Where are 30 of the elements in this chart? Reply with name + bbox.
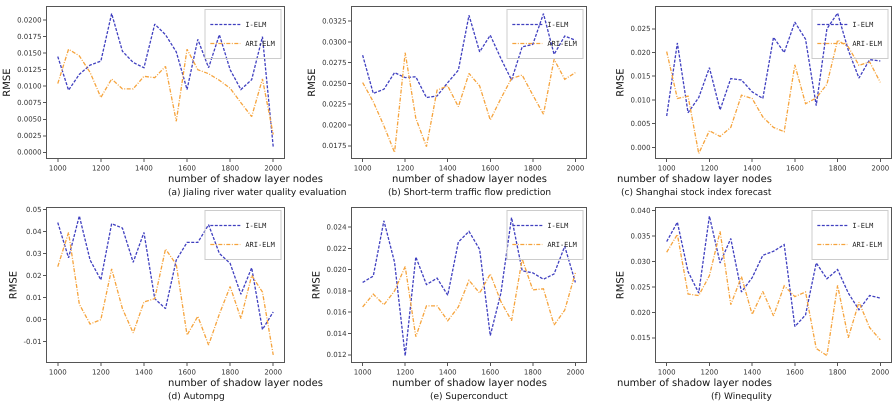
y-axis-title: RMSE bbox=[616, 270, 627, 300]
text: (a) Jialing river water quality evaluation bbox=[168, 188, 346, 198]
x-axis-title: number of shadow layer nodes bbox=[617, 378, 772, 389]
line-series bbox=[362, 52, 576, 154]
x-axis-title: number of shadow layer nodes bbox=[392, 378, 547, 389]
line-series bbox=[666, 40, 881, 154]
y-axis-title: RMSE bbox=[8, 270, 20, 300]
x-axis-title: number of shadow layer nodes bbox=[392, 174, 547, 185]
text: (d) Autompg bbox=[168, 392, 225, 402]
line-series bbox=[57, 48, 274, 136]
line-series bbox=[666, 12, 881, 117]
line-series bbox=[57, 215, 274, 330]
line-series bbox=[362, 12, 576, 98]
line-series bbox=[666, 230, 881, 356]
y-axis-title: RMSE bbox=[616, 68, 627, 97]
x-axis-title: number of shadow layer nodes bbox=[168, 378, 323, 389]
line-series bbox=[362, 258, 576, 338]
line-series bbox=[57, 12, 274, 148]
y-axis-title: RMSE bbox=[2, 68, 14, 97]
text: (f) Winequlity bbox=[711, 392, 772, 402]
line-series bbox=[362, 216, 576, 356]
line-series bbox=[57, 232, 274, 356]
text: (e) Superconduct bbox=[430, 392, 508, 402]
y-axis-title: RMSE bbox=[307, 68, 318, 97]
x-axis-title: number of shadow layer nodes bbox=[168, 174, 323, 185]
text: (b) Short-term traffic flow prediction bbox=[388, 188, 552, 198]
x-axis-title: number of shadow layer nodes bbox=[617, 174, 772, 185]
text: (c) Shanghai stock index forecast bbox=[621, 188, 772, 198]
y-axis-title: RMSE bbox=[312, 270, 323, 300]
line-series bbox=[666, 215, 881, 328]
